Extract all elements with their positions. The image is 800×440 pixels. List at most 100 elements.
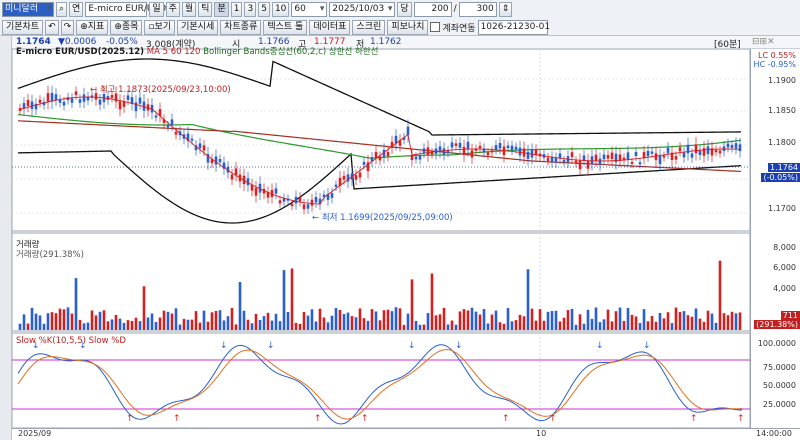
volume-bar <box>78 319 82 330</box>
period-tick-button[interactable]: 틱 <box>198 1 213 17</box>
account-select[interactable]: 1026-21230-01 <box>477 19 550 35</box>
stepper-icon[interactable]: ⇕ <box>498 1 513 17</box>
period-week-button[interactable]: 주 <box>165 1 180 17</box>
search-icon[interactable]: ⌕ <box>56 1 68 17</box>
period-day-button[interactable]: 일 <box>149 1 164 17</box>
candle-body <box>62 101 66 106</box>
volume-bar <box>598 322 602 330</box>
fibonacci-button[interactable]: 피보나치 <box>387 19 429 35</box>
count-input[interactable]: 200 <box>413 1 452 17</box>
volume-bar <box>266 312 270 330</box>
volume-bar <box>418 324 422 330</box>
interval-10-button[interactable]: 10 <box>271 1 290 17</box>
candle-body <box>558 153 562 159</box>
candle-body <box>478 145 482 149</box>
price-panel-title: E-micro EUR/USD(2025.12) MA 5 60 120 Bol… <box>16 47 379 57</box>
account-link-checkbox[interactable] <box>430 22 441 32</box>
candle-body <box>546 157 550 162</box>
volume-bar <box>470 307 474 330</box>
candle-body <box>534 149 538 155</box>
interval-select[interactable]: 60 <box>291 1 328 17</box>
volume-bar <box>118 318 122 330</box>
data-table-button[interactable]: 데이터표 <box>309 19 351 35</box>
period-label: [60분] <box>714 40 741 50</box>
volume-bar <box>570 308 574 330</box>
volume-bar <box>134 317 138 330</box>
period-minute-button[interactable]: 분 <box>214 1 229 17</box>
indicator-button[interactable]: ⊕지표 <box>76 19 109 35</box>
volume-bar <box>606 309 610 330</box>
plus-icon: ⊕ <box>80 21 88 32</box>
volume-bar <box>262 316 266 330</box>
text-tool-button[interactable]: 텍스트 툴 <box>263 19 308 35</box>
candle-body <box>234 168 238 176</box>
volume-bar <box>506 308 510 330</box>
volume-bar <box>490 314 494 330</box>
volume-bar <box>70 313 74 330</box>
basic-chart-button[interactable]: 기본차트 <box>2 19 44 35</box>
candle-body <box>134 102 138 112</box>
chart-type-button[interactable]: 차트종류 <box>220 19 262 35</box>
date-input[interactable]: 2025/10/03 <box>329 1 396 17</box>
volume-bar <box>414 321 418 330</box>
volume-bar <box>318 308 322 330</box>
candle-body <box>142 101 146 111</box>
candle-body <box>194 145 198 151</box>
volume-bar <box>654 321 658 330</box>
candle-body <box>230 174 234 180</box>
panel-controls-icon[interactable]: ⊟⊞✕ <box>752 37 775 47</box>
interval-3-button[interactable]: 3 <box>244 1 257 17</box>
view-icon: ▫ <box>148 21 155 32</box>
symbol-code-input[interactable]: 미니달러 <box>2 1 54 17</box>
basic-quote-button[interactable]: 기본시세 <box>177 19 219 35</box>
today-button[interactable]: 당 <box>397 1 412 17</box>
interval-5-button[interactable]: 5 <box>258 1 270 17</box>
redo-icon[interactable]: ↷ <box>60 19 75 35</box>
candle-body <box>90 95 94 98</box>
candle-body <box>562 159 566 163</box>
count-total-input[interactable]: 300 <box>458 1 497 17</box>
candle-body <box>410 154 414 161</box>
chart-area[interactable]: ↓ ↓ ↑ ↑ ↓ ↓ ↑ ↑ ↓ ↓ ↑ ↑ ↓ ↓ ↑ ↑ <box>12 49 750 429</box>
volume-bar <box>442 307 446 330</box>
volume-bar <box>370 309 374 330</box>
candle-body <box>162 119 166 123</box>
right-axis: LC 0.55% HC -0.95% 1.1900 1.1850 1.1800 … <box>750 49 800 429</box>
period-month-button[interactable]: 월 <box>181 1 197 17</box>
volume-bar <box>250 323 254 330</box>
volume-bar <box>178 324 182 330</box>
candle-body <box>454 143 458 147</box>
bollinger-lower-line <box>17 150 742 224</box>
low-annotation: ← 최저 1.1699(2025/09/25,09:00) <box>312 213 453 223</box>
candle-body <box>646 150 650 157</box>
volume-bar <box>386 309 390 330</box>
volume-bar <box>626 307 630 330</box>
volume-tick: 8,000 <box>773 243 796 252</box>
candle-body <box>366 162 370 172</box>
interval-1-button[interactable]: 1 <box>230 1 243 17</box>
volume-bar <box>670 323 674 330</box>
candle-body <box>582 155 586 161</box>
volume-bar <box>702 321 706 330</box>
volume-panel-sub: 거래량(291.38%) <box>16 250 84 260</box>
continuous-button[interactable]: 연 <box>69 1 84 17</box>
candle-body <box>166 125 170 128</box>
symbol-button[interactable]: ⊕종목 <box>110 19 143 35</box>
undo-icon[interactable]: ↶ <box>45 19 59 35</box>
volume-bar <box>734 313 738 330</box>
volume-bar <box>438 314 442 330</box>
signal-arrow: ↓ <box>643 341 651 351</box>
volume-bar <box>542 320 546 330</box>
volume-bar <box>238 282 242 330</box>
candle-body <box>690 153 694 158</box>
signal-arrow: ↓ <box>596 341 604 351</box>
candle-body <box>342 175 346 180</box>
view-button[interactable]: ▫보기 <box>144 19 176 35</box>
volume-bar <box>90 310 94 330</box>
signal-arrow: ↑ <box>361 414 369 424</box>
volume-bar <box>494 310 498 330</box>
volume-bar <box>482 308 486 330</box>
candle-body <box>222 162 226 169</box>
open-label: 시 <box>232 40 241 50</box>
screen-button[interactable]: 스크린 <box>352 19 386 35</box>
